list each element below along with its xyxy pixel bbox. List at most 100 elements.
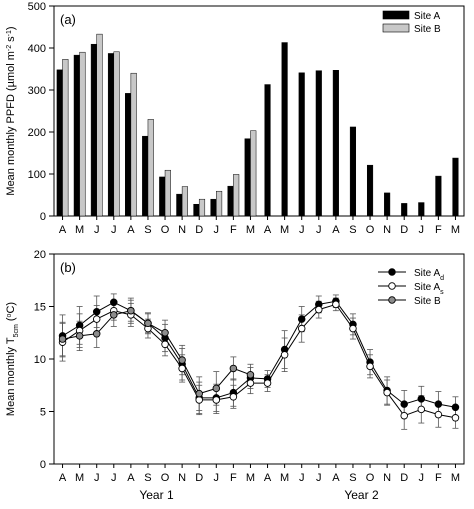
panel-a-bar-site-a xyxy=(264,84,271,217)
panel-a-bar-site-b xyxy=(233,174,240,217)
panel-b-point-site-b xyxy=(212,384,221,393)
panel-a-ytick-label: 400 xyxy=(28,43,46,55)
panel-b-point-site-as xyxy=(366,362,374,371)
panel-b-point-site-as xyxy=(195,396,203,404)
panel-b-point-site-as xyxy=(280,351,289,359)
panel-a-bar-site-a xyxy=(159,176,166,217)
panel-b-xtick-label: N xyxy=(383,472,391,484)
panel-b-ytick-label: 0 xyxy=(40,459,46,471)
panel-b-point-site-b xyxy=(246,371,255,379)
panel-b-xtick-label: J xyxy=(111,472,117,484)
panel-b-label: (b) xyxy=(60,260,76,275)
panel-b-legend-label: Site As xyxy=(414,282,444,296)
panel-b-xtick-label: J xyxy=(316,472,322,484)
panel-b-xtick-label: J xyxy=(214,472,220,484)
panel-b-point-site-as xyxy=(178,364,186,373)
panel-a-bar-site-a xyxy=(210,198,217,217)
panel-b-ytick-label: 20 xyxy=(34,249,46,261)
panel-a-xtick-label: M xyxy=(75,224,84,236)
panel-a-bar-site-b xyxy=(164,169,171,217)
panel-a-xtick-label: N xyxy=(383,224,391,236)
panel-a-xtick-label: D xyxy=(195,224,203,236)
panel-a-bar-site-a xyxy=(401,203,408,217)
panel-b-point-site-b xyxy=(144,319,152,328)
panel-a-xtick-label: F xyxy=(435,224,442,236)
panel-a-ytick-label: 0 xyxy=(40,211,46,223)
panel-a-xtick-label: N xyxy=(178,224,186,236)
panel-a-bar-site-a xyxy=(176,193,183,217)
panel-b-xtick-label: M xyxy=(75,472,84,484)
panel-a-xtick-label: D xyxy=(400,224,408,236)
panel-b-xtick-label: A xyxy=(59,472,67,484)
panel-b-point-site-as xyxy=(383,388,391,397)
panel-a-xtick-label: J xyxy=(94,224,100,236)
panel-b-point-site-b xyxy=(161,329,169,337)
panel-b-point-site-as xyxy=(434,410,443,419)
panel-a-bar-site-b xyxy=(130,72,137,217)
panel-a-bar-site-b xyxy=(147,119,154,217)
panel-b-xtick-label: J xyxy=(419,472,425,484)
panel-b-xtick-label: O xyxy=(161,472,170,484)
panel-b-xtick-label: M xyxy=(246,472,255,484)
panel-a-xtick-label: S xyxy=(144,224,151,236)
panel-a-xtick-label: A xyxy=(264,224,272,236)
panel-a-bar-site-a xyxy=(452,157,459,217)
panel-a-ytick-label: 300 xyxy=(28,85,46,97)
panel-a-bar-site-b xyxy=(198,198,206,217)
panel-b-point-site-b xyxy=(195,389,203,398)
panel-b-point-site-as xyxy=(417,405,426,414)
panel-a-bar-site-a xyxy=(73,54,80,217)
panel-b-xtick-label: S xyxy=(349,472,356,484)
panel-a-legend-swatch xyxy=(382,23,410,33)
panel-b-xtick-label: M xyxy=(451,472,460,484)
panel-a-xtick-label: F xyxy=(230,224,237,236)
panel-b-point-site-as xyxy=(451,414,460,422)
panel-a-bar-site-b xyxy=(62,59,69,217)
panel-a-xtick-label: J xyxy=(299,224,305,236)
panel-b-ytick-label: 5 xyxy=(40,407,46,419)
panel-a-ytick-label: 100 xyxy=(28,169,46,181)
panel-b-point-site-ad xyxy=(110,298,118,307)
panel-a-bar-site-a xyxy=(435,175,442,217)
panel-a-bar-site-a xyxy=(315,70,322,217)
panel-a-bar-site-a xyxy=(298,72,305,217)
panel-a-ylabel: Mean monthly PPFD (µmol m-2 s-1) xyxy=(5,26,17,195)
panel-b-point-site-ad xyxy=(92,308,101,316)
panel-a-bar-site-a xyxy=(142,135,149,217)
panel-a-bar-site-a xyxy=(193,203,200,217)
panel-a-label: (a) xyxy=(60,12,76,27)
panel-a-xtick-label: J xyxy=(111,224,117,236)
panel-a-legend-label: Site B xyxy=(414,24,441,35)
panel-b-point-site-as xyxy=(400,411,408,420)
panel-a-bar-site-a xyxy=(227,185,234,217)
panel-a-xtick-label: A xyxy=(59,224,67,236)
panel-b-xtick-label: D xyxy=(400,472,408,484)
panel-a-bar-site-b xyxy=(96,33,103,217)
panel-b-line-site-ad xyxy=(62,300,456,408)
panel-b-ytick-label: 10 xyxy=(34,354,46,366)
panel-a-xtick-label: A xyxy=(332,224,340,236)
panel-b-point-site-as xyxy=(229,393,238,401)
panel-a-bar-site-a xyxy=(125,93,132,217)
panel-b-xtick-label: J xyxy=(299,472,305,484)
panel-b-legend-marker xyxy=(388,296,396,304)
panel-a-bar-site-a xyxy=(332,70,339,217)
panel-b-point-site-b xyxy=(110,311,118,319)
panel-a-bar-site-a xyxy=(384,192,391,217)
panel-b-line-site-as xyxy=(62,303,456,419)
panel-a-frame xyxy=(53,5,465,217)
panel-a-xtick-label: M xyxy=(451,224,460,236)
panel-b-xtick-label: F xyxy=(230,472,237,484)
panel-a-bar-site-a xyxy=(56,69,63,217)
panel-b-point-site-as xyxy=(246,379,255,387)
panel-b-xtick-label: D xyxy=(195,472,203,484)
panel-b-point-site-ad xyxy=(417,395,426,403)
panel-b-xtick-label: J xyxy=(94,472,100,484)
panel-b-xtick-label: O xyxy=(366,472,375,484)
panel-b-point-site-as xyxy=(92,315,101,323)
panel-b-point-site-b xyxy=(178,356,186,364)
panel-a-xtick-label: J xyxy=(214,224,220,236)
